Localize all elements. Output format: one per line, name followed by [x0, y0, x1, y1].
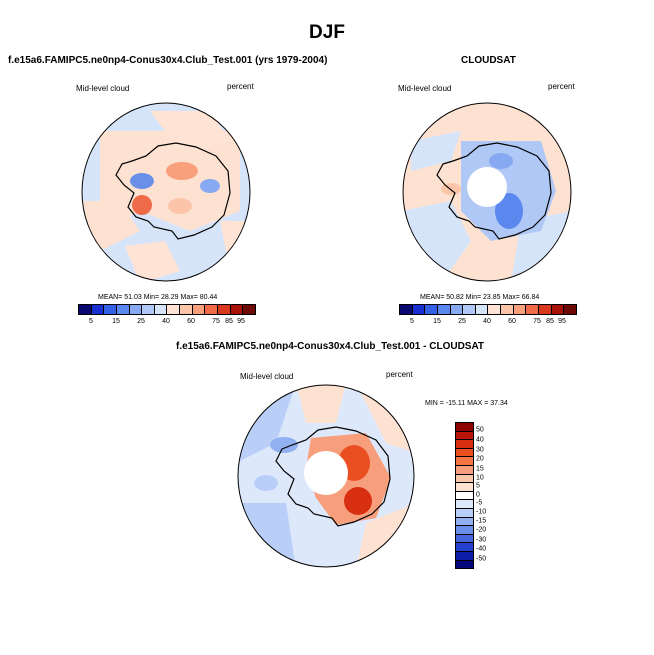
colorbar-cell	[400, 305, 413, 314]
panel3-variable-label: Mid-level cloud	[240, 372, 294, 381]
panel3-colorbar-tick: 10	[476, 474, 484, 482]
colorbar-cell	[180, 305, 193, 314]
colorbar-cell	[488, 305, 502, 314]
panel1-colorbar-tick: 75	[212, 318, 220, 325]
colorbar-cell	[456, 465, 473, 475]
panel3-colorbar-tick: -5	[476, 499, 483, 507]
panel3-colorbar-tick: 15	[476, 465, 484, 473]
colorbar-cell	[456, 483, 473, 492]
panel1-colorbar-tick: 25	[137, 318, 145, 325]
colorbar-cell	[154, 305, 168, 314]
panel3-colorbar-tick: 30	[476, 446, 484, 454]
panel2-colorbar-tick: 95	[558, 318, 566, 325]
colorbar-cell	[243, 305, 255, 314]
colorbar-cell	[456, 474, 473, 484]
panel1-stats: MEAN= 51.03 Min= 28.29 Max= 80.44	[98, 294, 218, 301]
panel1-title: f.e15a6.FAMIPC5.ne0np4-Conus30x4.Club_Te…	[8, 55, 328, 66]
panel3-colorbar-tick: -10	[476, 508, 487, 516]
figure-title: DJF	[309, 22, 345, 43]
colorbar-cell	[456, 500, 473, 509]
colorbar-cell	[456, 491, 473, 501]
panel2-colorbar-tick: 15	[433, 318, 441, 325]
panel3-colorbar-tick: -40	[476, 545, 487, 553]
colorbar-cell	[526, 305, 540, 314]
colorbar-cell	[456, 440, 473, 449]
colorbar-cell	[456, 517, 473, 527]
colorbar-cell	[501, 305, 514, 314]
colorbar-cell	[456, 448, 473, 458]
panel1-colorbar-tick: 60	[187, 318, 195, 325]
colorbar-cell	[456, 526, 473, 535]
panel2-colorbar	[399, 304, 577, 315]
panel2-variable-label: Mid-level cloud	[398, 84, 452, 93]
panel1-colorbar	[78, 304, 256, 315]
colorbar-cell	[437, 305, 451, 314]
panel1-colorbar-tick: 95	[237, 318, 245, 325]
panel2-colorbar-tick: 85	[546, 318, 554, 325]
panel1-colorbar-tick: 85	[225, 318, 233, 325]
panel3-colorbar-tick: -30	[476, 536, 487, 544]
panel3-colorbar-tick: -50	[476, 555, 487, 563]
panel1-polar-map	[81, 102, 251, 282]
panel3-colorbar-tick: -20	[476, 526, 487, 534]
colorbar-cell	[513, 305, 527, 314]
panel2-colorbar-tick: 75	[533, 318, 541, 325]
colorbar-cell	[218, 305, 231, 314]
panel1-colorbar-tick: 15	[112, 318, 120, 325]
colorbar-cell	[167, 305, 181, 314]
panel3-colorbar-tick: 50	[476, 426, 484, 434]
colorbar-cell	[456, 431, 473, 441]
panel3-title: f.e15a6.FAMIPC5.ne0np4-Conus30x4.Club_Te…	[176, 341, 485, 352]
colorbar-cell	[230, 305, 244, 314]
panel1-units-label: percent	[227, 82, 254, 91]
panel3-stats: MIN = -15.11 MAX = 37.34	[425, 400, 508, 407]
panel1-colorbar-tick: 40	[162, 318, 170, 325]
colorbar-cell	[456, 551, 473, 561]
colorbar-cell	[564, 305, 576, 314]
colorbar-cell	[456, 423, 473, 432]
colorbar-cell	[463, 305, 476, 314]
colorbar-cell	[116, 305, 130, 314]
colorbar-cell	[456, 508, 473, 518]
panel1-colorbar-tick: 5	[89, 318, 93, 325]
colorbar-cell	[456, 534, 473, 544]
panel3-colorbar-tick: 40	[476, 436, 484, 444]
panel3-colorbar	[455, 422, 474, 569]
panel2-colorbar-tick: 40	[483, 318, 491, 325]
colorbar-cell	[104, 305, 117, 314]
colorbar-cell	[539, 305, 552, 314]
colorbar-cell	[456, 457, 473, 466]
colorbar-cell	[425, 305, 438, 314]
colorbar-cell	[129, 305, 143, 314]
colorbar-cell	[205, 305, 219, 314]
panel2-colorbar-tick: 25	[458, 318, 466, 325]
panel3-colorbar-tick: -15	[476, 517, 487, 525]
panel3-colorbar-tick: 5	[476, 482, 480, 490]
panel2-colorbar-tick: 5	[410, 318, 414, 325]
panel3-units-label: percent	[386, 370, 413, 379]
panel3-colorbar-tick: 20	[476, 455, 484, 463]
colorbar-cell	[412, 305, 426, 314]
panel2-polar-map	[402, 102, 572, 282]
panel1-variable-label: Mid-level cloud	[76, 84, 130, 93]
colorbar-cell	[192, 305, 206, 314]
colorbar-cell	[91, 305, 105, 314]
panel2-colorbar-tick: 60	[508, 318, 516, 325]
colorbar-cell	[456, 560, 473, 569]
colorbar-cell	[475, 305, 489, 314]
colorbar-cell	[79, 305, 92, 314]
colorbar-cell	[450, 305, 464, 314]
panel2-units-label: percent	[548, 82, 575, 91]
panel2-title: CLOUDSAT	[461, 55, 516, 66]
colorbar-cell	[456, 543, 473, 552]
panel3-colorbar-tick: 0	[476, 491, 480, 499]
colorbar-cell	[551, 305, 565, 314]
panel3-polar-map	[237, 384, 415, 568]
colorbar-cell	[142, 305, 155, 314]
panel2-stats: MEAN= 50.82 Min= 23.85 Max= 66.84	[420, 294, 540, 301]
